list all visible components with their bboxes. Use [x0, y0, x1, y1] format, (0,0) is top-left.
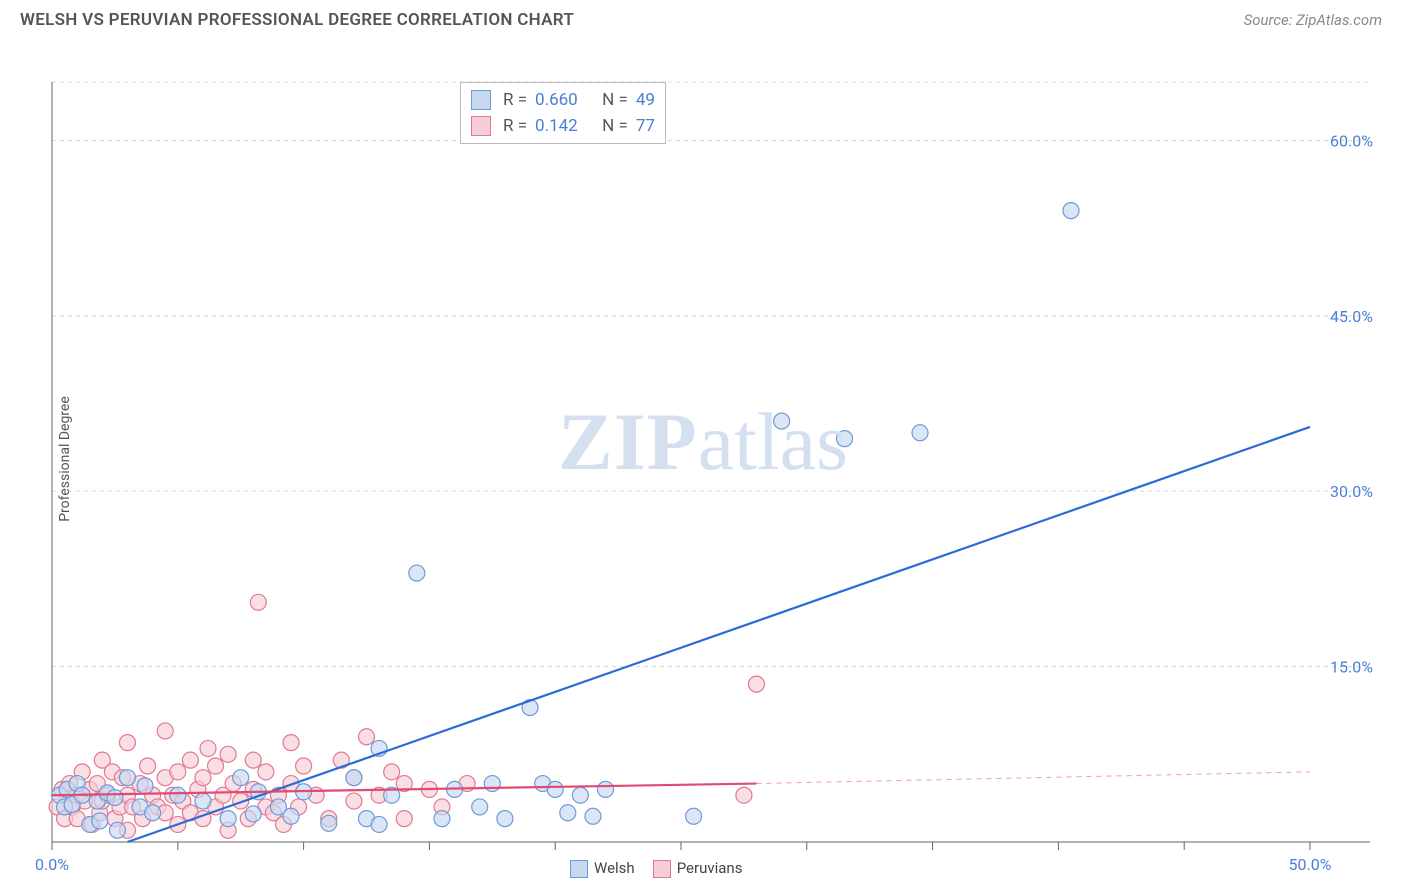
legend-item-welsh: Welsh	[570, 859, 635, 878]
n-value: 49	[636, 87, 655, 113]
y-axis-label: Professional Degree	[57, 396, 73, 522]
n-value: 77	[636, 113, 655, 139]
source-label: Source: ZipAtlas.com	[1244, 11, 1382, 29]
n-label: N =	[602, 87, 628, 113]
svg-text:50.0%: 50.0%	[1289, 855, 1332, 874]
legend-swatch	[653, 860, 671, 878]
svg-text:0.0%: 0.0%	[35, 855, 69, 874]
svg-text:60.0%: 60.0%	[1330, 131, 1373, 150]
stats-row: R = 0.142 N = 77	[471, 113, 655, 139]
stats-swatch	[471, 116, 491, 136]
svg-text:45.0%: 45.0%	[1330, 307, 1373, 326]
stats-legend: R = 0.660 N = 49 R = 0.142 N = 77	[460, 82, 666, 144]
legend-item-peruvians: Peruvians	[653, 859, 743, 878]
legend-swatch	[570, 860, 588, 878]
legend-label: Peruvians	[677, 859, 743, 877]
stats-row: R = 0.660 N = 49	[471, 87, 655, 113]
svg-text:30.0%: 30.0%	[1330, 482, 1373, 501]
legend-label: Welsh	[594, 859, 635, 877]
chart-title: WELSH VS PERUVIAN PROFESSIONAL DEGREE CO…	[20, 10, 574, 30]
r-label: R =	[503, 113, 527, 139]
series-legend: Welsh Peruvians	[570, 859, 742, 878]
n-label: N =	[602, 113, 628, 139]
r-label: R =	[503, 87, 527, 113]
chart-svg: 0.0% 50.0% 15.0% 30.0% 45.0% 60.0%	[0, 34, 1406, 884]
chart-area: Professional Degree ZIPatlas 0.0%50.0%15…	[0, 34, 1406, 884]
stats-swatch	[471, 90, 491, 110]
svg-text:15.0%: 15.0%	[1330, 658, 1373, 677]
r-value: 0.142	[535, 113, 578, 139]
r-value: 0.660	[535, 87, 578, 113]
